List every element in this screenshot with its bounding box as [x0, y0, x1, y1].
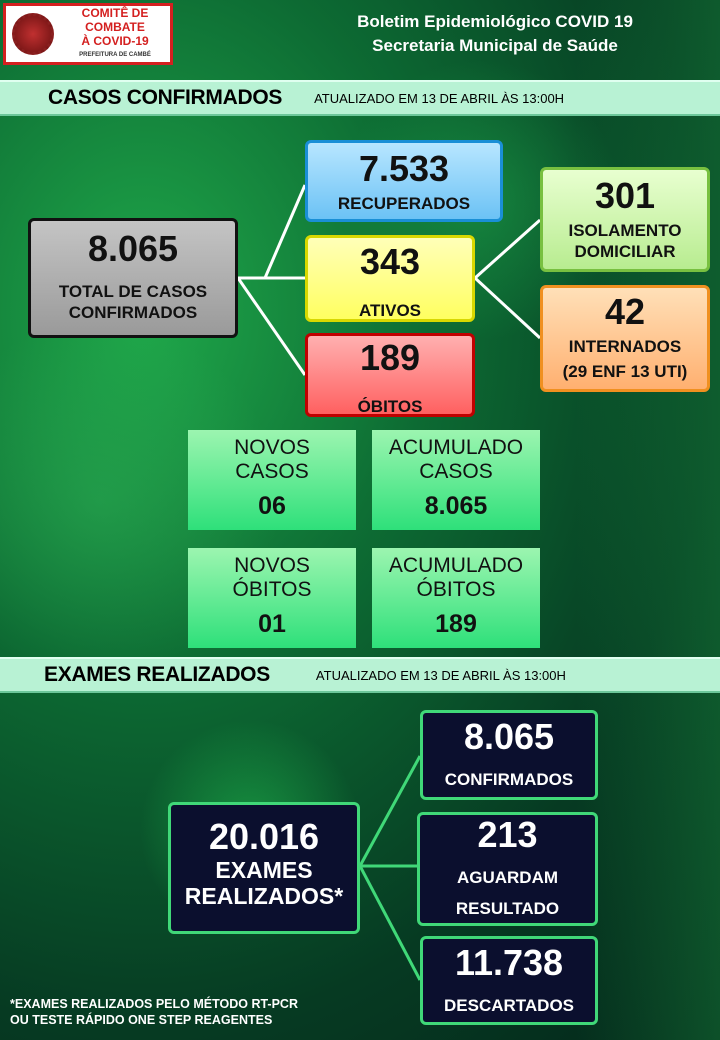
label: REALIZADOS* — [184, 883, 344, 909]
value: 301 — [594, 175, 656, 216]
novos-obitos-card: NOVOS ÓBITOS 01 — [188, 548, 356, 648]
aguardam-card: 213 AGUARDAM RESULTADO — [417, 812, 598, 926]
internados-card: 42 INTERNADOS (29 ENF 13 UTI) — [540, 285, 710, 392]
label: NOVOS — [234, 554, 310, 577]
label: INTERNADOS — [568, 337, 682, 356]
value: 189 — [359, 337, 421, 378]
footnote-line: OU TESTE RÁPIDO ONE STEP REAGENTES — [10, 1013, 273, 1027]
section-casos: CASOS CONFIRMADOS ATUALIZADO EM 13 DE ABR… — [0, 80, 720, 116]
label: RECUPERADOS — [337, 194, 471, 213]
updated-text: ATUALIZADO EM 13 DE ABRIL ÀS 13:00H — [314, 90, 565, 106]
section-heading: CASOS CONFIRMADOS — [48, 86, 283, 109]
isolamento-card: 301 ISOLAMENTO DOMICILIAR — [540, 167, 710, 272]
obitos-card: 189 ÓBITOS — [305, 333, 475, 417]
exames-total-card: 20.016 EXAMES REALIZADOS* — [168, 802, 360, 934]
value: 8.065 — [87, 228, 179, 269]
novos-casos-card: NOVOS CASOS 06 — [188, 430, 356, 530]
section-exames: EXAMES REALIZADOS ATUALIZADO EM 13 DE ABR… — [0, 657, 720, 693]
title-line2: Secretaria Municipal de Saúde — [372, 36, 618, 55]
label: ACUMULADO — [388, 554, 524, 577]
section-heading: EXAMES REALIZADOS — [44, 663, 270, 686]
value: 213 — [477, 814, 538, 855]
label: DOMICILIAR — [574, 242, 676, 261]
value: 189 — [435, 610, 477, 638]
title-line1: Boletim Epidemiológico COVID 19 — [357, 12, 633, 31]
label: ÓBITOS — [416, 578, 496, 601]
ativos-card: 343 ATIVOS — [305, 235, 475, 322]
descartados-card: 11.738 DESCARTADOS — [420, 936, 598, 1025]
value: 06 — [258, 492, 286, 520]
value: 8.065 — [424, 492, 488, 520]
label: AGUARDAM — [456, 868, 559, 887]
logo-line1: COMITÊ DE COMBATE — [81, 6, 149, 34]
confirmados-card: 8.065 CONFIRMADOS — [420, 710, 598, 800]
label: ISOLAMENTO — [568, 221, 682, 240]
page-title: Boletim Epidemiológico COVID 19 Secretari… — [300, 10, 690, 58]
label: CASOS — [419, 460, 493, 483]
label: DESCARTADOS — [443, 996, 575, 1015]
label: ACUMULADO — [388, 436, 524, 459]
label: ÓBITOS — [357, 397, 423, 416]
footnote-line: *EXAMES REALIZADOS PELO MÉTODO RT-PCR — [10, 997, 298, 1011]
label: CASOS — [235, 460, 309, 483]
value: 42 — [604, 291, 646, 332]
line — [238, 184, 307, 280]
footnote: *EXAMES REALIZADOS PELO MÉTODO RT-PCR OU … — [10, 996, 298, 1028]
label: CONFIRMADOS — [444, 770, 574, 789]
value: 7.533 — [358, 148, 450, 189]
value: 8.065 — [463, 716, 555, 757]
label: RESULTADO — [455, 899, 560, 918]
detail: (29 ENF 13 UTI) — [562, 362, 688, 381]
label: CONFIRMADOS — [68, 303, 198, 322]
logo-line2: À COVID-19 — [81, 34, 149, 48]
label: EXAMES — [215, 857, 313, 883]
label: ÓBITOS — [232, 578, 312, 601]
logo: COMITÊ DE COMBATE À COVID-19 PREFEITURA DE… — [3, 3, 173, 65]
total-casos-card: 8.065 TOTAL DE CASOS CONFIRMADOS — [28, 218, 238, 338]
value: 343 — [359, 241, 421, 282]
acumulado-casos-card: ACUMULADO CASOS 8.065 — [372, 430, 540, 530]
logo-sub: PREFEITURA DE CAMBÉ — [79, 52, 151, 58]
recuperados-card: 7.533 RECUPERADOS — [305, 140, 503, 222]
label: TOTAL DE CASOS — [58, 282, 208, 301]
virus-icon — [12, 13, 54, 55]
label: ATIVOS — [358, 301, 422, 320]
acumulado-obitos-card: ACUMULADO ÓBITOS 189 — [372, 548, 540, 648]
value: 01 — [258, 610, 286, 638]
value: 20.016 — [208, 816, 320, 857]
value: 11.738 — [454, 942, 564, 983]
updated-text: ATUALIZADO EM 13 DE ABRIL ÀS 13:00H — [315, 667, 566, 683]
label: NOVOS — [234, 436, 310, 459]
